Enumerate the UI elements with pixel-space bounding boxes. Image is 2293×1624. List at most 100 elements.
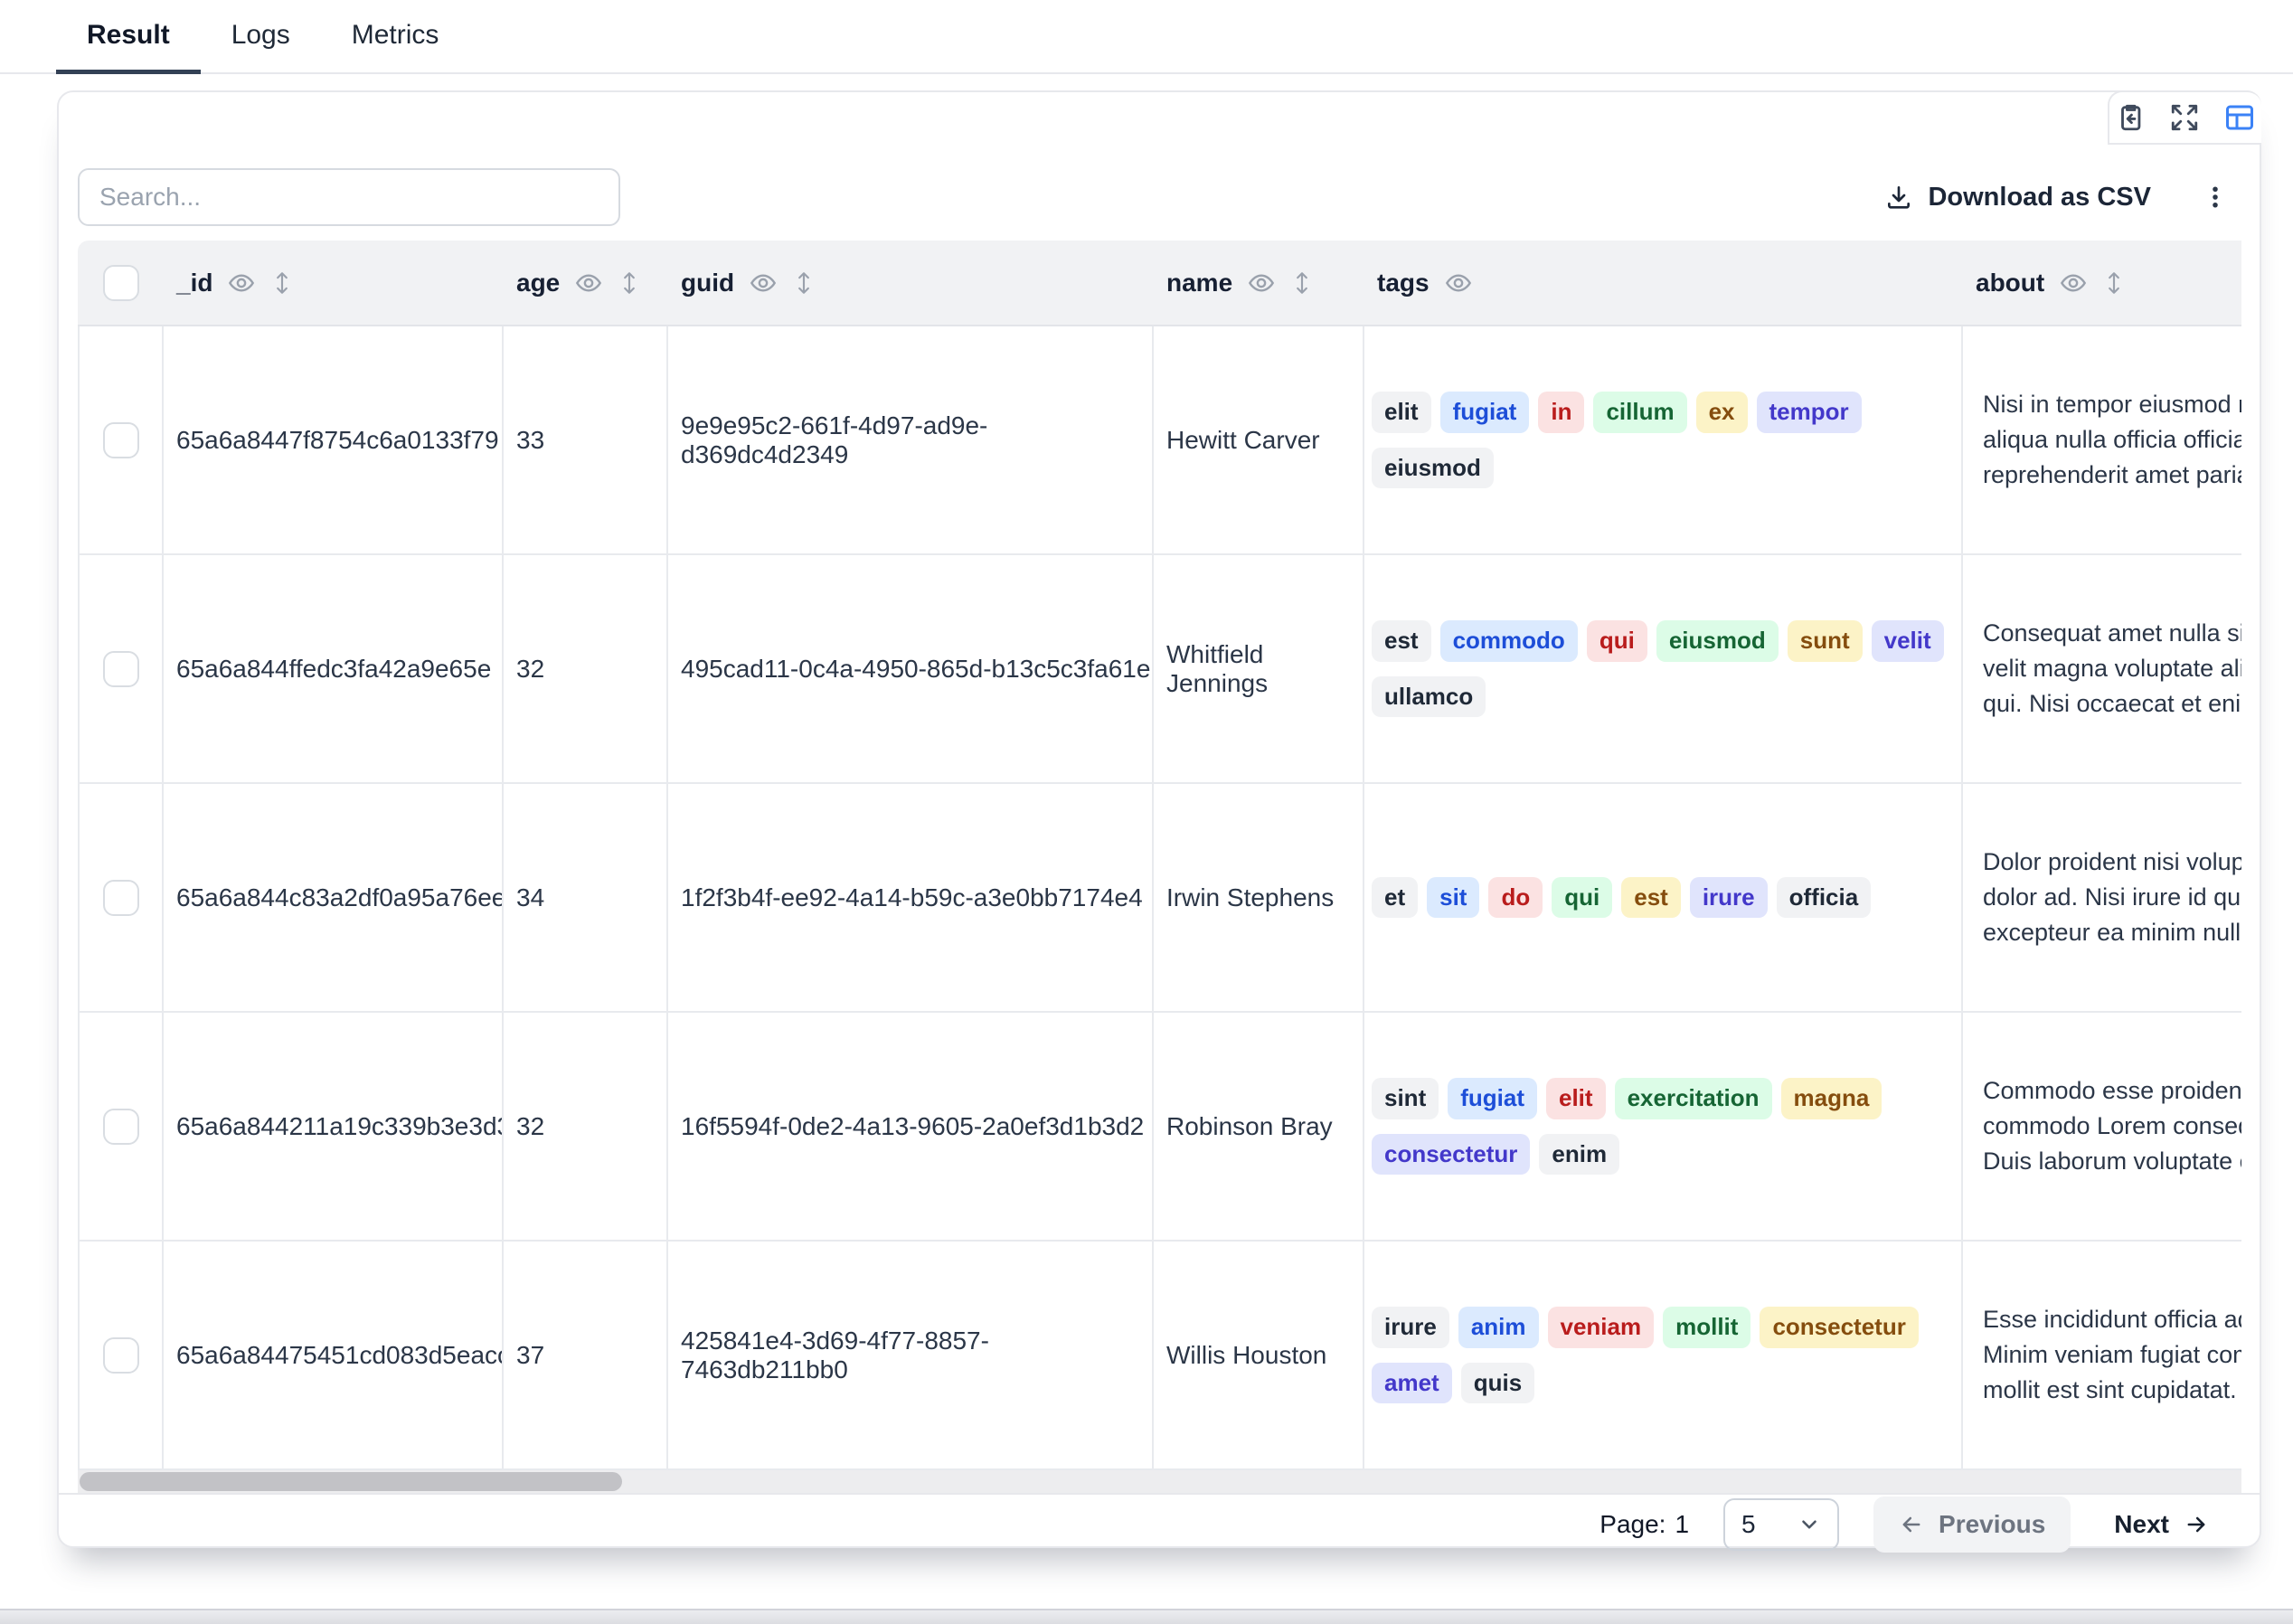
search-input[interactable]: [78, 168, 620, 226]
column-header-label: _id: [176, 268, 213, 297]
download-csv-button[interactable]: Download as CSV: [1879, 182, 2156, 213]
tag-chip: est: [1621, 876, 1681, 919]
tag-chip: ullamco: [1372, 675, 1486, 718]
tag-chip: in: [1538, 391, 1585, 433]
tag-chip: do: [1488, 876, 1543, 919]
column-header-label: name: [1166, 268, 1233, 297]
cell-name: Irwin Stephens: [1154, 784, 1364, 1011]
about-text-line: reprehenderit amet pariatur: [1983, 461, 2241, 488]
eye-icon[interactable]: [1444, 269, 1473, 297]
row-checkbox-cell: [78, 1013, 164, 1240]
tag-chip: sunt: [1787, 619, 1863, 662]
tag-chip: veniam: [1547, 1306, 1655, 1348]
tag-chip: est: [1372, 619, 1431, 662]
row-checkbox[interactable]: [102, 650, 139, 687]
cell-id: 65a6a84475451cd083d5eacc: [164, 1242, 504, 1468]
next-label: Next: [2114, 1510, 2169, 1538]
cell-age: 34: [504, 784, 668, 1011]
eye-icon[interactable]: [1247, 269, 1276, 297]
table-row: 65a6a844c83a2df0a95a76ee 34 1f2f3b4f-ee9…: [78, 784, 2241, 1013]
cell-id: 65a6a844211a19c339b3e3d3: [164, 1013, 504, 1240]
tag-chip: qui: [1552, 876, 1613, 919]
sort-icon[interactable]: [618, 269, 641, 297]
about-text-line: qui. Nisi occaecat et enim a: [1983, 690, 2241, 717]
tag-chip: fugiat: [1448, 1077, 1537, 1119]
cell-guid: 16f5594f-0de2-4a13-9605-2a0ef3d1b3d2: [668, 1013, 1154, 1240]
cell-guid: 9e9e95c2-661f-4d97-ad9e-d369dc4d2349: [668, 326, 1154, 553]
table-columns-icon[interactable]: [2223, 101, 2256, 134]
cell-name: Whitfield Jennings: [1154, 555, 1364, 782]
eye-icon[interactable]: [227, 269, 256, 297]
column-header-label: about: [1976, 268, 2045, 297]
about-text-line: excepteur ea minim nulla u: [1983, 919, 2241, 946]
chevron-down-icon: [1798, 1513, 1821, 1536]
cell-about: Consequat amet nulla sit au velit magna v…: [1963, 555, 2241, 782]
table-controls: Download as CSV: [78, 168, 2232, 226]
table-body: 65a6a8447f8754c6a0133f79 33 9e9e95c2-661…: [78, 326, 2241, 1470]
eye-icon[interactable]: [2059, 269, 2088, 297]
page-indicator: Page: 1: [1599, 1510, 1689, 1539]
tag-chip: tempor: [1756, 391, 1862, 433]
eye-icon[interactable]: [749, 269, 778, 297]
sort-icon[interactable]: [1290, 269, 1314, 297]
row-checkbox-cell: [78, 1242, 164, 1468]
cell-name: Willis Houston: [1154, 1242, 1364, 1468]
table-row: 65a6a844ffedc3fa42a9e65e 32 495cad11-0c4…: [78, 555, 2241, 784]
arrow-left-icon: [1899, 1512, 1924, 1537]
data-table: _id age guid: [78, 241, 2241, 1470]
tag-chip: exercitation: [1614, 1077, 1772, 1119]
page-size-select[interactable]: 5: [1723, 1498, 1840, 1551]
about-text-line: mollit est sint cupidatat. De: [1983, 1376, 2241, 1403]
kebab-menu-icon[interactable]: [2198, 180, 2232, 214]
tag-chip: irure: [1689, 876, 1768, 919]
tab-result[interactable]: Result: [56, 0, 201, 74]
select-all-checkbox[interactable]: [102, 264, 139, 301]
row-checkbox[interactable]: [102, 879, 139, 916]
sort-icon[interactable]: [792, 269, 816, 297]
row-checkbox-cell: [78, 555, 164, 782]
row-checkbox[interactable]: [102, 1108, 139, 1145]
about-text-line: Dolor proident nisi voluptate: [1983, 848, 2241, 875]
column-header: age: [504, 241, 668, 325]
horizontal-scrollbar-thumb[interactable]: [80, 1472, 622, 1491]
horizontal-scrollbar-track[interactable]: [78, 1470, 2241, 1493]
cell-tags: elit fugiat in cillum ex tempor eiusmod: [1364, 326, 1963, 553]
tab-metrics[interactable]: Metrics: [351, 19, 439, 50]
sort-icon[interactable]: [2102, 269, 2126, 297]
about-text-line: dolor ad. Nisi irure id quis e: [1983, 883, 2241, 911]
paste-from-clipboard-icon[interactable]: [2115, 102, 2146, 133]
cell-id: 65a6a8447f8754c6a0133f79: [164, 326, 504, 553]
expand-icon[interactable]: [2169, 102, 2200, 133]
header-checkbox-cell: [78, 241, 164, 325]
cell-name: Hewitt Carver: [1154, 326, 1364, 553]
column-header: guid: [668, 241, 1154, 325]
cell-tags: est commodo qui eiusmod sunt velit ullamco: [1364, 555, 1963, 782]
column-header-label: guid: [681, 268, 735, 297]
cell-about: Commodo esse proident ex commodo Lorem co…: [1963, 1013, 2241, 1240]
next-section-edge: [0, 1609, 2293, 1624]
tag-chip: mollit: [1663, 1306, 1751, 1348]
page-size-value: 5: [1741, 1510, 1756, 1538]
tag-chip: velit: [1871, 619, 1944, 662]
page-label: Page:: [1599, 1510, 1666, 1538]
row-checkbox[interactable]: [102, 1336, 139, 1374]
about-text-line: Commodo esse proident ex: [1983, 1077, 2241, 1104]
tab-logs[interactable]: Logs: [231, 19, 290, 50]
row-checkbox-cell: [78, 784, 164, 1011]
cell-about: Dolor proident nisi voluptate dolor ad. N…: [1963, 784, 2241, 1011]
download-csv-label: Download as CSV: [1928, 182, 2151, 212]
cell-age: 37: [504, 1242, 668, 1468]
eye-icon[interactable]: [574, 269, 603, 297]
previous-page-button[interactable]: Previous: [1873, 1497, 2071, 1553]
next-page-button[interactable]: Next: [2105, 1510, 2218, 1539]
sort-icon[interactable]: [270, 269, 294, 297]
column-header: tags: [1364, 241, 1963, 325]
about-text-line: Nisi in tempor eiusmod nulla: [1983, 391, 2241, 418]
column-header-label: tags: [1377, 268, 1430, 297]
row-checkbox[interactable]: [102, 421, 139, 458]
cell-tags: et sit do qui est irure officia: [1364, 784, 1963, 1011]
table-row: 65a6a84475451cd083d5eacc 37 425841e4-3d6…: [78, 1242, 2241, 1470]
cell-guid: 495cad11-0c4a-4950-865d-b13c5c3fa61e: [668, 555, 1154, 782]
cell-age: 33: [504, 326, 668, 553]
tag-chip: consectetur: [1760, 1306, 1919, 1348]
